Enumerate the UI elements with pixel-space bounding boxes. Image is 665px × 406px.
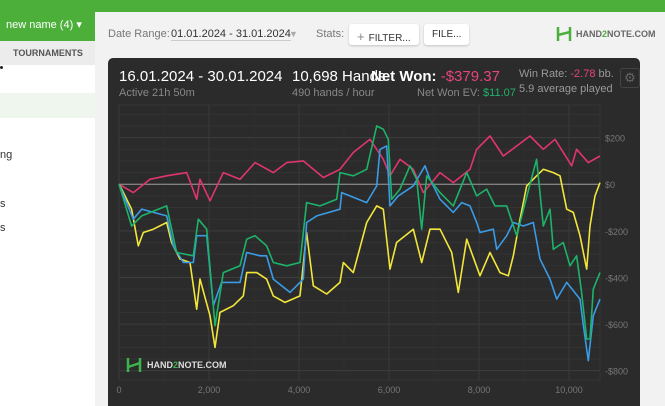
- stats-label: Stats:: [316, 28, 345, 40]
- series-line-2: [118, 145, 601, 362]
- brand-logo: HAND2NOTE.COM: [556, 25, 656, 43]
- profile-name: new name (4): [6, 19, 74, 31]
- active-time: Active 21h 50m: [119, 87, 195, 99]
- y-tick-label: -$800: [605, 367, 628, 377]
- x-tick-label: 8,000: [468, 385, 491, 395]
- chart-watermark: HAND2NOTE.COM: [126, 356, 227, 374]
- avg-played: 5.9 average played: [519, 83, 613, 95]
- period: 16.01.2024 - 30.01.2024: [119, 68, 283, 85]
- filter-button[interactable]: + FILTER...: [349, 24, 419, 45]
- gear-icon[interactable]: ⚙: [620, 68, 640, 88]
- y-tick-label: -$600: [605, 320, 628, 330]
- net-won: Net Won: -$379.37: [371, 68, 500, 85]
- x-tick-label: 2,000: [198, 385, 221, 395]
- profile-selector[interactable]: new name (4) ▾: [0, 0, 95, 41]
- plus-icon: +: [357, 29, 365, 44]
- top-bar: [0, 0, 665, 12]
- y-tick-label: -$200: [605, 227, 628, 237]
- x-tick-label: 4,000: [288, 385, 311, 395]
- logo-icon: [556, 27, 572, 41]
- tab-tournaments[interactable]: TOURNAMENTS: [0, 41, 95, 65]
- sidebar-item[interactable]: s: [0, 222, 6, 234]
- sidebar-item-selected[interactable]: [0, 93, 95, 118]
- x-tick-label: 10,000: [555, 385, 583, 395]
- equity-chart: $200 $0 -$200 -$400 -$600 -$800 0 2,000 4,000 6,0…: [116, 104, 628, 395]
- left-panel: new name (4) ▾ TOURNAMENTS ng s s: [0, 0, 95, 406]
- filter-label: FILTER...: [368, 33, 411, 44]
- sidebar-item[interactable]: ng: [0, 149, 13, 161]
- chart-panel: 16.01.2024 - 30.01.2024 Active 21h 50m 1…: [108, 58, 640, 406]
- y-tick-label: $0: [605, 180, 615, 190]
- series-line-3: [118, 125, 601, 340]
- y-tick-label: $200: [605, 134, 625, 144]
- net-won-ev: Net Won EV: $11.07: [417, 87, 516, 99]
- chevron-down-icon[interactable]: ▼: [289, 29, 298, 39]
- y-tick-label: -$400: [605, 273, 628, 283]
- chevron-down-icon: ▾: [76, 19, 82, 31]
- hands-per-hour: 490 hands / hour: [292, 87, 375, 99]
- bullet-icon: [0, 66, 3, 69]
- date-range-label: Date Range:: [108, 28, 170, 40]
- win-rate: Win Rate: -2.78 bb.: [519, 68, 614, 80]
- date-range-select[interactable]: 01.01.2024 - 31.01.2024: [171, 28, 291, 41]
- hands-count: 10,698 Hands: [292, 68, 386, 85]
- x-tick-label: 6,000: [378, 385, 401, 395]
- logo-icon: [126, 358, 142, 372]
- series-line-0: [118, 135, 601, 202]
- sidebar-item[interactable]: s: [0, 198, 6, 210]
- file-button[interactable]: FILE...: [424, 24, 470, 45]
- x-tick-label: 0: [116, 385, 121, 395]
